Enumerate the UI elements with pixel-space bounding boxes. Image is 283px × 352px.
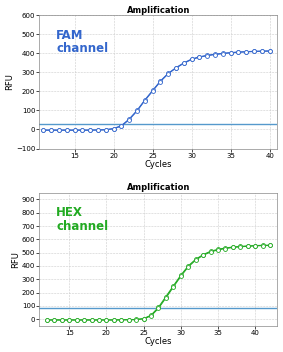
- Y-axis label: RFU: RFU: [6, 74, 14, 90]
- X-axis label: Cycles: Cycles: [145, 338, 172, 346]
- Text: HEX
channel: HEX channel: [56, 206, 108, 233]
- Text: FAM
channel: FAM channel: [56, 29, 108, 55]
- Title: Amplification: Amplification: [127, 183, 190, 192]
- X-axis label: Cycles: Cycles: [145, 160, 172, 169]
- Title: Amplification: Amplification: [127, 6, 190, 14]
- Y-axis label: RFU: RFU: [11, 251, 20, 268]
